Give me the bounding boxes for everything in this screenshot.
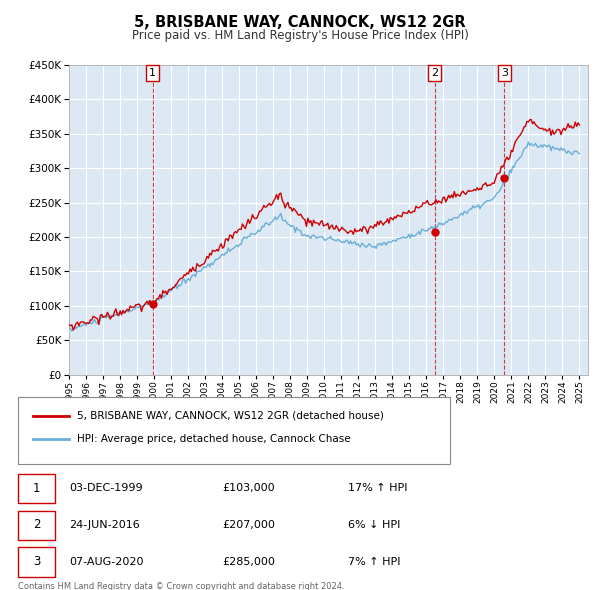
FancyBboxPatch shape [18,548,55,577]
Text: 5, BRISBANE WAY, CANNOCK, WS12 2GR: 5, BRISBANE WAY, CANNOCK, WS12 2GR [134,15,466,30]
Text: 17% ↑ HPI: 17% ↑ HPI [348,483,407,493]
Text: HPI: Average price, detached house, Cannock Chase: HPI: Average price, detached house, Cann… [77,434,350,444]
Text: £285,000: £285,000 [222,556,275,566]
Text: 24-JUN-2016: 24-JUN-2016 [69,520,140,530]
Text: Contains HM Land Registry data © Crown copyright and database right 2024.
This d: Contains HM Land Registry data © Crown c… [18,582,344,590]
Text: 1: 1 [149,68,156,78]
FancyBboxPatch shape [18,396,450,464]
Text: 5, BRISBANE WAY, CANNOCK, WS12 2GR (detached house): 5, BRISBANE WAY, CANNOCK, WS12 2GR (deta… [77,411,383,421]
Text: 7% ↑ HPI: 7% ↑ HPI [348,556,401,566]
Text: 6% ↓ HPI: 6% ↓ HPI [348,520,400,530]
Text: 2: 2 [431,68,438,78]
FancyBboxPatch shape [18,474,55,503]
Text: Price paid vs. HM Land Registry's House Price Index (HPI): Price paid vs. HM Land Registry's House … [131,30,469,42]
Text: 03-DEC-1999: 03-DEC-1999 [69,483,143,493]
Text: 07-AUG-2020: 07-AUG-2020 [69,556,143,566]
Text: 1: 1 [33,481,40,495]
Text: 3: 3 [33,555,40,568]
FancyBboxPatch shape [18,510,55,540]
Text: £103,000: £103,000 [222,483,275,493]
Text: £207,000: £207,000 [222,520,275,530]
Text: 2: 2 [33,519,40,532]
Text: 3: 3 [501,68,508,78]
